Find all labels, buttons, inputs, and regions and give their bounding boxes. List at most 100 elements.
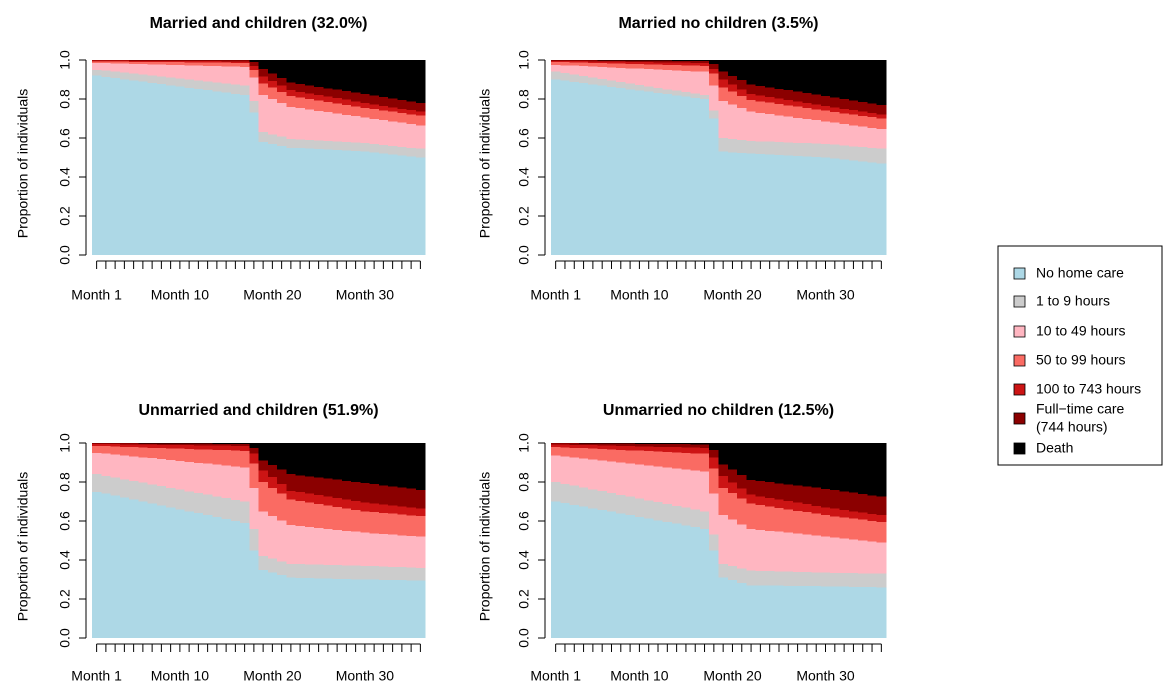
bar-50-to-99-hours-m7	[147, 61, 158, 65]
bar-death-m23	[295, 443, 306, 476]
bar-50-to-99-hours-m21	[737, 95, 748, 109]
bar-no-home-care-m9	[166, 507, 176, 638]
bar-1-to-9-hours-m25	[774, 571, 785, 586]
bar-100-to-743-hours-m23	[295, 91, 306, 98]
x-axis: Month 1 Month 10 Month 20 Month 30	[530, 643, 882, 683]
bar-1-to-9-hours-m19	[258, 556, 269, 570]
bar-100-to-743-hours-m36	[415, 508, 426, 517]
bar-10-to-49-hours-m8	[616, 462, 627, 495]
bar-full-time-care-m10	[175, 443, 186, 446]
bar-50-to-99-hours-m7	[147, 447, 158, 459]
bar-death-m33	[848, 443, 859, 493]
bar-1-to-9-hours-m13	[203, 81, 213, 91]
bar-death-m10	[175, 443, 186, 444]
bar-100-to-743-hours-m14	[671, 62, 682, 66]
bar-50-to-99-hours-m7	[606, 449, 617, 462]
bar-full-time-care-m25	[774, 483, 785, 500]
bar-full-time-care-m13	[203, 60, 213, 62]
bar-full-time-care-m24	[304, 85, 315, 94]
bar-full-time-care-m2	[560, 443, 571, 445]
bar-1-to-9-hours-m34	[858, 147, 868, 162]
bar-100-to-743-hours-m27	[332, 498, 343, 507]
bar-full-time-care-m9	[625, 443, 636, 447]
bar-10-to-49-hours-m12	[193, 65, 204, 81]
bar-10-to-49-hours-m17	[240, 66, 250, 86]
bar-no-home-care-m12	[653, 92, 664, 255]
bar-100-to-743-hours-m19	[718, 79, 729, 88]
bar-100-to-743-hours-m23	[755, 496, 766, 505]
bar-50-to-99-hours-m18	[249, 69, 260, 78]
bar-full-time-care-m33	[388, 98, 398, 108]
bar-no-home-care-m31	[369, 579, 380, 638]
bar-1-to-9-hours-m18	[249, 528, 260, 551]
bar-no-home-care-m7	[147, 82, 158, 255]
bar-1-to-9-hours-m34	[858, 573, 868, 587]
bar-full-time-care-m35	[867, 495, 878, 514]
bar-1-to-9-hours-m31	[369, 566, 380, 580]
bar-full-time-care-m14	[212, 443, 223, 446]
bar-death-m17	[699, 60, 710, 61]
legend-item-death: Death	[1013, 440, 1073, 456]
bar-100-to-743-hours-m2	[560, 60, 571, 63]
y-tick-label: 0.8	[57, 89, 73, 109]
bar-1-to-9-hours-m15	[681, 507, 692, 526]
bar-100-to-743-hours-m4	[578, 61, 589, 63]
bar-100-to-743-hours-m1	[92, 443, 102, 446]
bar-50-to-99-hours-m9	[166, 448, 176, 461]
bar-50-to-99-hours-m10	[634, 64, 645, 69]
legend-items: No home care 1 to 9 hours 10 to 49 hours 50…	[1013, 265, 1141, 456]
bar-100-to-743-hours-m15	[221, 445, 232, 451]
bar-1-to-9-hours-m23	[755, 141, 766, 155]
bar-100-to-743-hours-m25	[314, 94, 324, 101]
bar-no-home-care-m6	[597, 510, 608, 638]
bar-10-to-49-hours-m32	[839, 124, 850, 146]
bar-full-time-care-m29	[351, 92, 361, 102]
bar-100-to-743-hours-m28	[802, 504, 813, 513]
bar-death-m11	[644, 60, 654, 61]
bar-no-home-care-m27	[332, 150, 343, 255]
panel-title: Unmarried and children (51.9%)	[138, 402, 378, 419]
bar-full-time-care-m36	[876, 104, 887, 115]
bar-50-to-99-hours-m10	[175, 62, 186, 66]
stacked-bars	[551, 60, 887, 256]
bar-death-m27	[792, 443, 803, 486]
bar-50-to-99-hours-m5	[588, 448, 599, 460]
bar-no-home-care-m28	[341, 579, 352, 638]
bar-no-home-care-m14	[671, 95, 682, 255]
bar-50-to-99-hours-m5	[588, 62, 599, 67]
bar-1-to-9-hours-m32	[378, 144, 389, 154]
bar-1-to-9-hours-m25	[774, 142, 785, 156]
bar-no-home-care-m20	[727, 152, 738, 255]
bar-no-home-care-m1	[92, 491, 102, 638]
bar-no-home-care-m7	[606, 511, 617, 638]
bar-50-to-99-hours-m23	[755, 101, 766, 113]
bar-full-time-care-m2	[101, 443, 112, 445]
bar-1-to-9-hours-m32	[839, 573, 850, 587]
bar-100-to-743-hours-m8	[616, 445, 627, 450]
bar-no-home-care-m31	[369, 152, 380, 256]
bar-100-to-743-hours-m7	[147, 444, 158, 448]
bar-death-m17	[699, 443, 710, 445]
bar-50-to-99-hours-m24	[304, 99, 315, 110]
x-tick-label: Month 30	[336, 668, 395, 683]
y-tick-label: 0.8	[57, 472, 73, 492]
bar-50-to-99-hours-m16	[690, 453, 701, 471]
bar-death-m28	[802, 443, 813, 487]
bar-10-to-49-hours-m10	[634, 68, 645, 85]
bar-10-to-49-hours-m6	[138, 457, 149, 483]
bar-50-to-99-hours-m9	[625, 63, 636, 69]
bar-no-home-care-m26	[323, 149, 334, 255]
bar-1-to-9-hours-m20	[727, 566, 738, 581]
bar-1-to-9-hours-m36	[876, 573, 887, 588]
bar-50-to-99-hours-m3	[110, 61, 121, 64]
bar-10-to-49-hours-m34	[397, 122, 408, 147]
bar-10-to-49-hours-m15	[681, 469, 692, 508]
bar-1-to-9-hours-m14	[671, 505, 682, 524]
bar-full-time-care-m7	[606, 443, 617, 446]
bar-no-home-care-m3	[110, 495, 121, 638]
bar-death-m21	[737, 60, 748, 81]
bar-no-home-care-m2	[560, 503, 571, 638]
bar-no-home-care-m15	[681, 96, 692, 255]
bar-50-to-99-hours-m28	[341, 508, 352, 531]
bar-no-home-care-m18	[249, 550, 260, 638]
